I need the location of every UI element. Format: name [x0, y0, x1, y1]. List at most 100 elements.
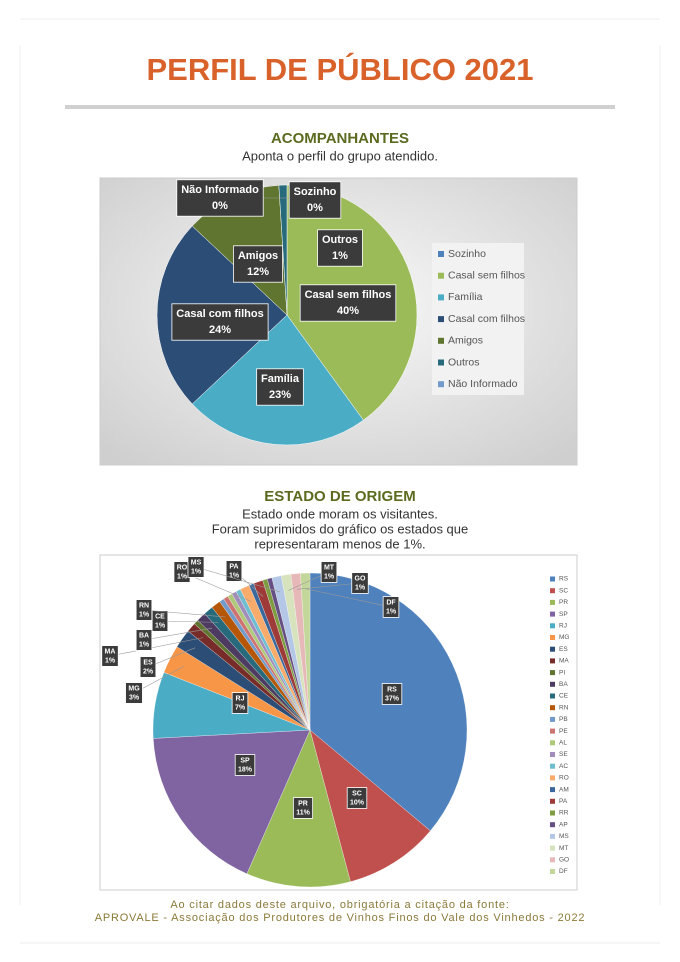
- data-label-box: [135, 629, 153, 651]
- legend-swatch: [438, 294, 444, 301]
- data-label-box: [317, 229, 363, 267]
- data-label-category: Outros: [322, 234, 358, 246]
- data-label-value: 1%: [332, 250, 348, 262]
- legend-swatch: [550, 635, 555, 640]
- data-label-box: [171, 303, 269, 341]
- legend-swatch: [550, 576, 555, 582]
- data-label-category: SP: [240, 757, 250, 764]
- data-label-box: [382, 596, 400, 618]
- data-label-value: 23%: [269, 389, 291, 401]
- legend-label: PR: [559, 599, 568, 606]
- data-label-value: 1%: [139, 641, 150, 648]
- data-label-category: Família: [261, 373, 300, 385]
- legend-label: CE: [559, 693, 569, 700]
- data-label-category: PA: [229, 563, 238, 570]
- chart-subtitle: representaram menos de 1%.: [254, 536, 425, 551]
- legend-swatch: [550, 775, 555, 781]
- data-label-value: 1%: [355, 584, 366, 591]
- legend-label: Amigos: [448, 335, 483, 347]
- slice: [300, 572, 311, 731]
- data-label-box: [151, 610, 169, 632]
- legend-label: AP: [559, 821, 568, 828]
- legend-swatch: [550, 752, 555, 757]
- data-label-value: 1%: [386, 608, 397, 615]
- leader-line: [143, 627, 213, 641]
- data-label-category: RO: [177, 564, 188, 571]
- legend-swatch: [550, 646, 555, 652]
- legend-label: MT: [559, 845, 568, 852]
- legend-swatch: [550, 611, 555, 617]
- data-label-category: Sozinho: [294, 186, 337, 198]
- data-label-value: 2%: [143, 668, 154, 675]
- data-label-box: [187, 556, 205, 578]
- legend-label: RO: [559, 775, 569, 782]
- legend-swatch: [550, 763, 555, 769]
- legend-label: SC: [559, 587, 568, 594]
- data-label-value: 1%: [105, 657, 116, 664]
- data-label-box: [233, 245, 283, 283]
- legend-swatch: [550, 857, 555, 863]
- legend-label: AC: [559, 763, 568, 770]
- legend-label: SP: [559, 611, 568, 618]
- legend-swatch: [550, 810, 555, 816]
- legend-swatch: [550, 728, 555, 734]
- slice: [153, 729, 311, 874]
- chart-subtitle: Foram suprimidos do gráfico os estados q…: [212, 521, 469, 536]
- data-label-category: MS: [191, 559, 202, 566]
- legend-label: RN: [559, 704, 569, 711]
- legend-swatch: [438, 359, 444, 366]
- legend-swatch: [550, 822, 555, 828]
- legend-label: MS: [559, 833, 569, 840]
- legend-swatch: [438, 316, 444, 323]
- data-label-category: Não Informado: [181, 184, 259, 196]
- leader-line: [296, 582, 361, 590]
- footer: APROVALE - Associação dos Produtores de …: [95, 912, 586, 924]
- data-label-value: 1%: [191, 568, 202, 575]
- data-label-category: RS: [387, 686, 397, 693]
- legend-label: ES: [559, 646, 568, 653]
- legend-swatch: [550, 787, 555, 793]
- data-label-category: PR: [298, 800, 308, 807]
- legend-label: Família: [448, 291, 483, 303]
- data-label-box: [346, 787, 368, 809]
- chart-1: Sozinho Casal sem filhos Família Casal com …: [156, 179, 525, 446]
- legend-label: RS: [559, 576, 569, 583]
- legend-swatch: [438, 381, 444, 388]
- data-label-box: [320, 561, 338, 583]
- legend-label: PE: [559, 728, 568, 735]
- legend-swatch: [550, 681, 555, 687]
- data-label-box: [381, 683, 403, 705]
- data-label-category: ES: [143, 659, 153, 666]
- legend-swatch: [550, 845, 555, 851]
- data-label-box: [256, 368, 304, 406]
- legend-swatch: [438, 251, 444, 257]
- data-label-value: 7%: [235, 704, 246, 711]
- data-label-value: 0%: [307, 202, 323, 214]
- legend-swatch: [550, 740, 555, 746]
- data-label-value: 10%: [350, 799, 365, 806]
- legend-label: AM: [559, 786, 569, 793]
- data-label-box: [351, 572, 369, 594]
- chart-2: RS SC PR SP RJ MG ES MA PI BA CE RN PB PE AL SE AC RO AM PA…: [101, 556, 569, 888]
- data-label-value: 40%: [337, 305, 359, 317]
- data-label-box: [225, 560, 243, 582]
- legend-swatch: [550, 869, 555, 874]
- legend-swatch: [550, 705, 555, 711]
- legend: [432, 243, 524, 395]
- chart-subtitle: Aponta o perfil do grupo atendido.: [242, 148, 438, 163]
- data-label-category: MA: [105, 648, 116, 655]
- data-label-category: GO: [355, 575, 366, 582]
- chart-subtitle: Estado onde moram os visitantes.: [242, 506, 438, 521]
- legend-label: GO: [559, 857, 569, 864]
- data-label-value: 1%: [324, 573, 335, 580]
- legend-swatch: [550, 716, 555, 722]
- data-label-value: 37%: [385, 695, 400, 702]
- data-label-category: Casal sem filhos: [305, 289, 392, 301]
- legend-swatch: [550, 599, 555, 605]
- data-label-box: [299, 284, 397, 322]
- data-label-box: [176, 179, 264, 217]
- legend-label: MG: [559, 634, 569, 641]
- data-label-box: [292, 797, 314, 819]
- slice: [309, 729, 431, 882]
- data-label-category: BA: [139, 632, 149, 639]
